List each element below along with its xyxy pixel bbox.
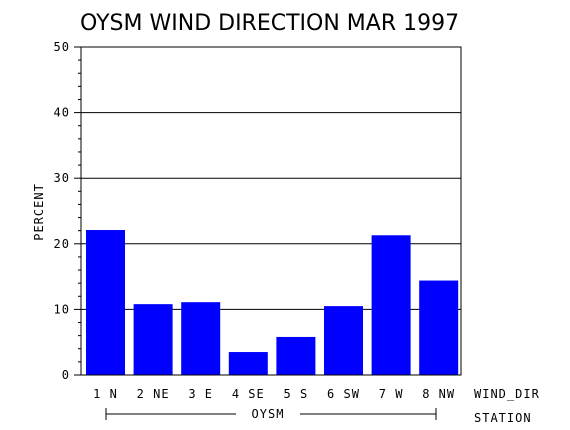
y-tick-label: 0 [62, 368, 70, 382]
x-category-label: 6 SW [327, 387, 360, 401]
y-tick-label: 10 [54, 302, 70, 316]
y-axis-label: PERCENT [32, 183, 46, 241]
bar-3-e [181, 302, 221, 375]
bar-6-sw [324, 306, 363, 375]
bar-8-nw [419, 280, 459, 375]
y-tick-label: 30 [54, 171, 70, 185]
bar-1-n [86, 230, 125, 375]
chart-title: OYSM WIND DIRECTION MAR 1997 [80, 11, 459, 36]
bar-5-s [276, 336, 316, 375]
x-category-label: 3 E [188, 387, 213, 401]
station-group-name: OYSM [252, 407, 285, 421]
y-tick-label: 20 [54, 237, 70, 251]
x-category-label: 4 SE [232, 387, 265, 401]
y-tick-label: 40 [54, 106, 70, 120]
y-tick-label: 50 [54, 40, 70, 54]
x-category-label: 1 N [93, 387, 118, 401]
plot-frame [80, 46, 462, 376]
x-category-label: 5 S [284, 387, 309, 401]
bar-2-ne [133, 304, 173, 375]
x-axis-labels: 1 N 2 NE 3 E 4 SE 5 S 6 SW 7 W 8 NW [93, 387, 455, 401]
y-axis-ticks: 0 10 20 30 40 50 [54, 40, 81, 382]
x-category-label: 7 W [379, 387, 404, 401]
bar-7-w [371, 235, 411, 375]
station-label: STATION [474, 411, 532, 425]
bar-4-se [228, 352, 268, 375]
x-axis-label: WIND_DIR [474, 387, 540, 401]
station-group-bracket [105, 408, 437, 420]
bars [86, 230, 459, 375]
x-category-label: 8 NW [422, 387, 455, 401]
x-category-label: 2 NE [137, 387, 170, 401]
